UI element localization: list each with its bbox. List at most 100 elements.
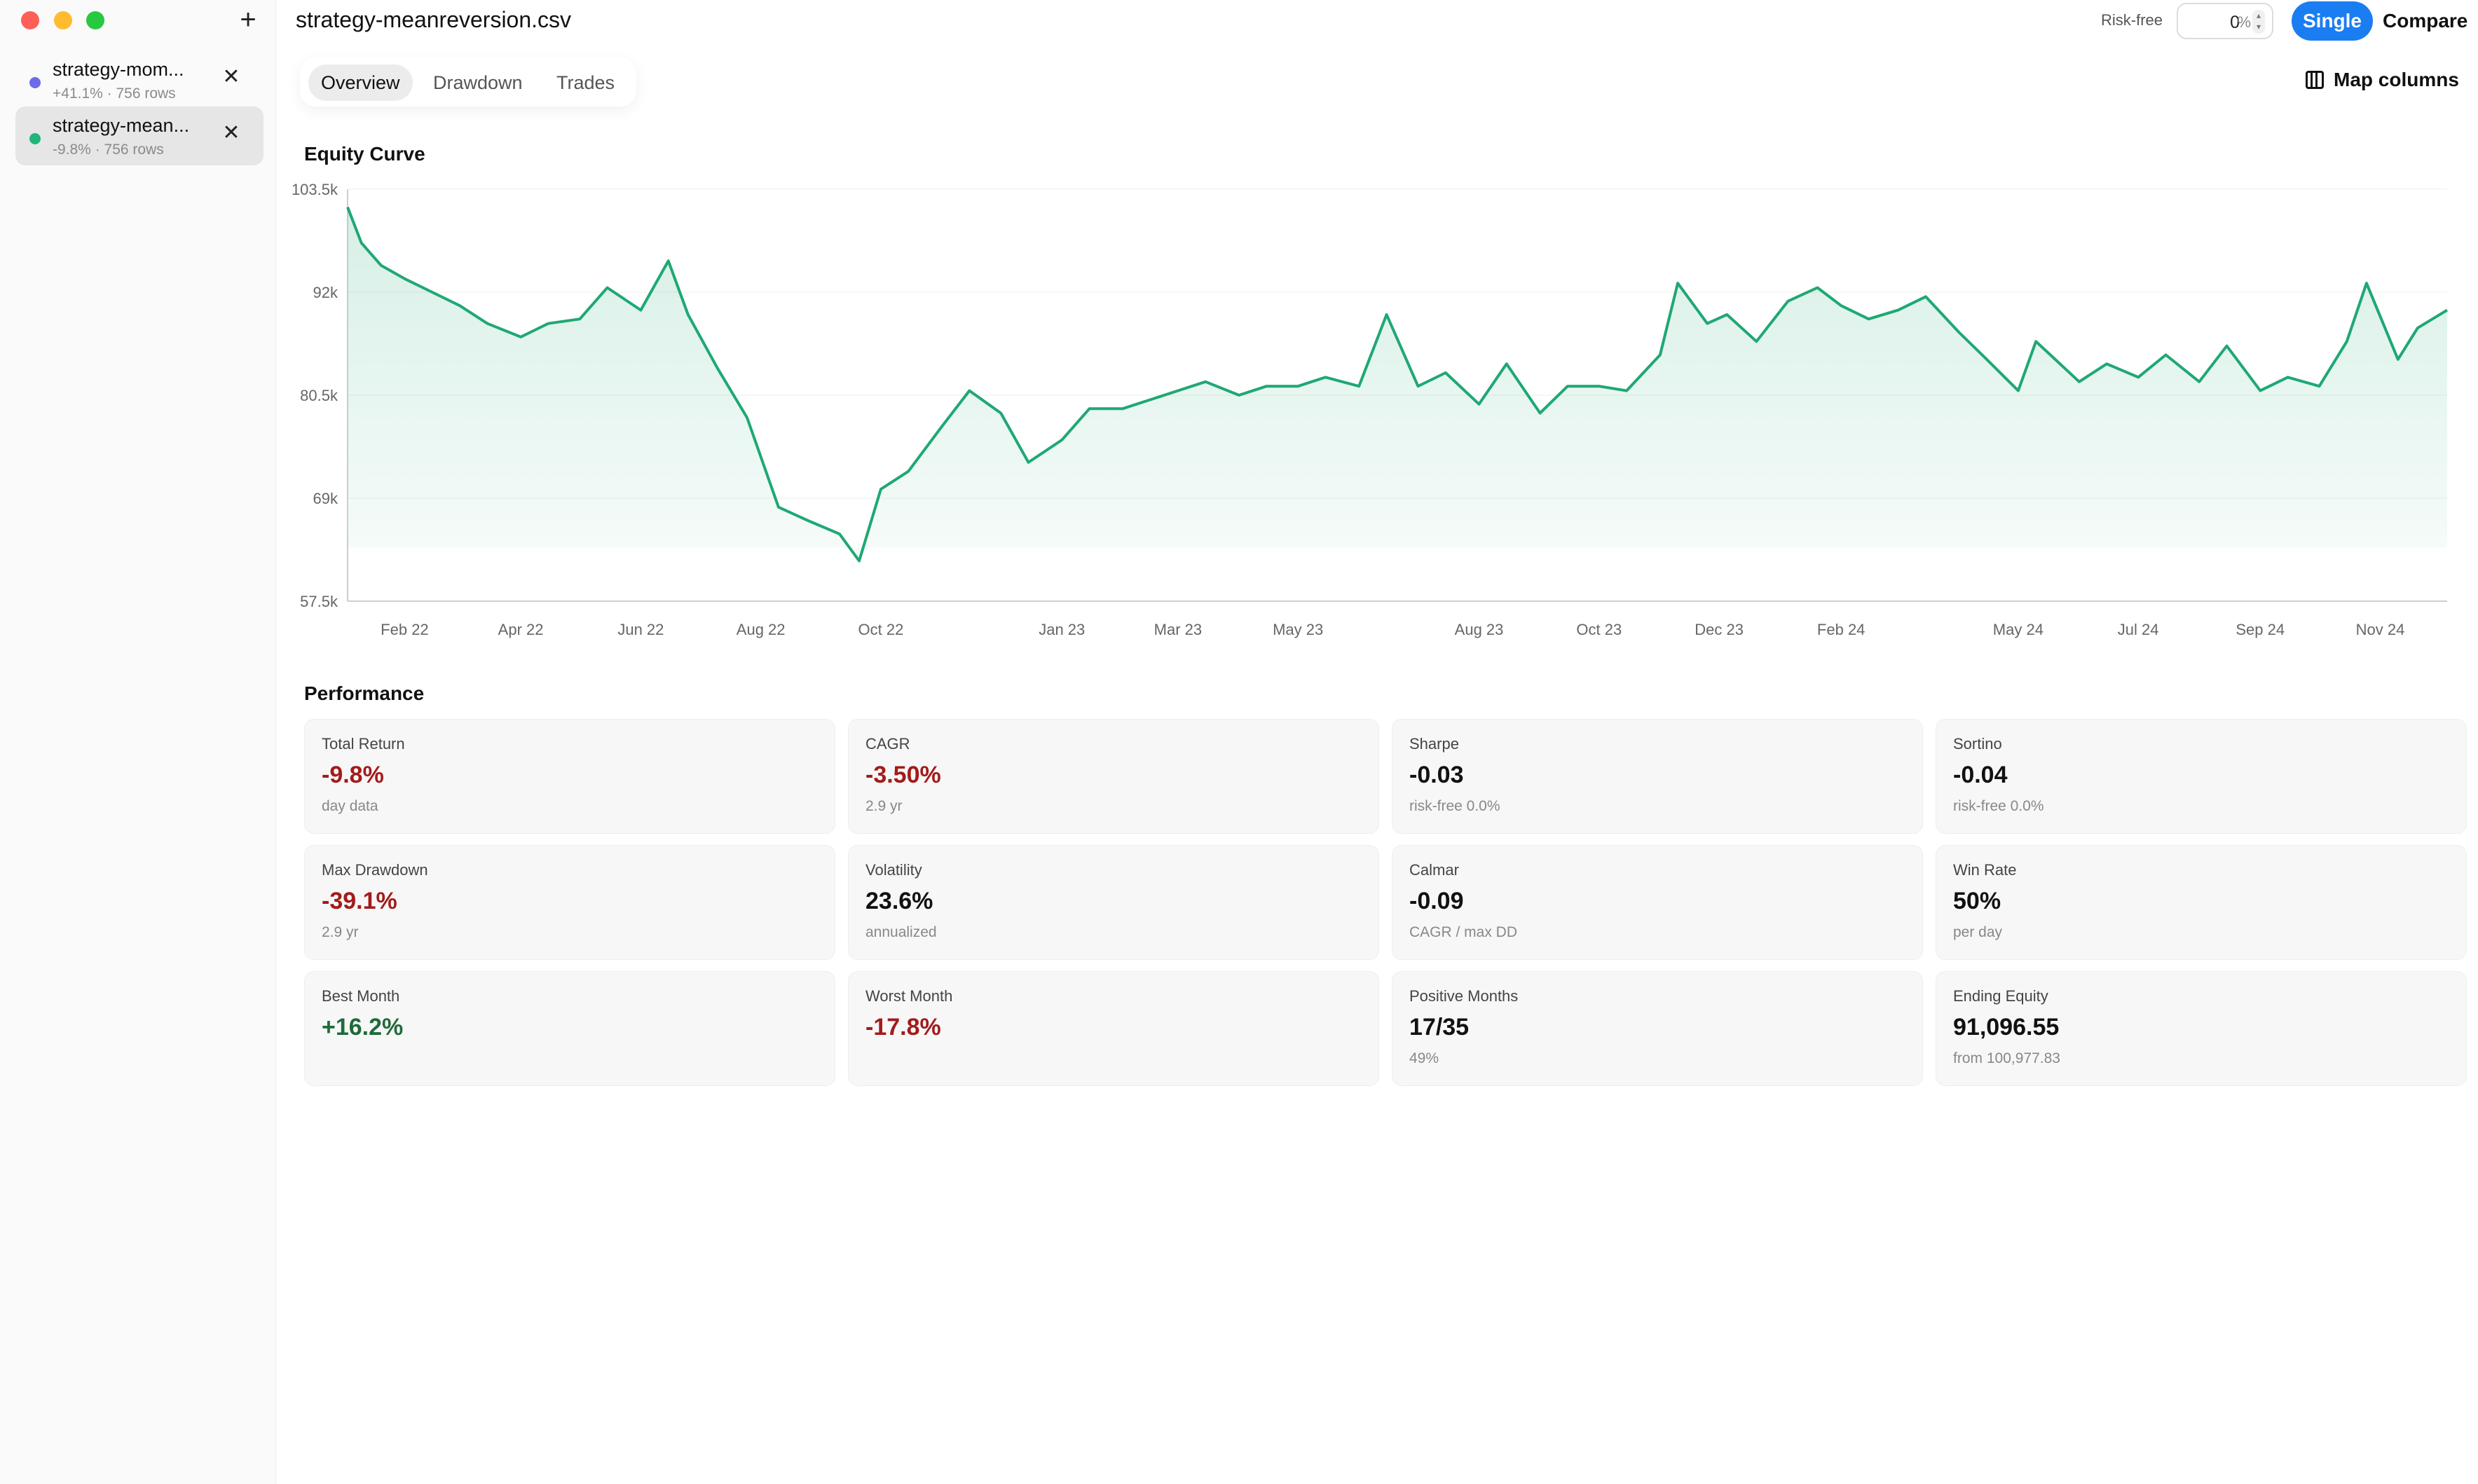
close-window-button[interactable] <box>21 11 39 29</box>
metric-value: 91,096.55 <box>1953 1014 2060 1040</box>
x-tick-label: Oct 23 <box>1576 621 1622 638</box>
metric-card-max-drawdown: Max Drawdown -39.1% 2.9 yr <box>304 845 835 960</box>
metric-label: Worst Month <box>865 987 953 1005</box>
x-tick-label: Jun 22 <box>617 621 664 638</box>
metric-value: -0.03 <box>1409 762 1464 788</box>
tab-drawdown[interactable]: Drawdown <box>433 72 523 93</box>
view-tabs: Overview Drawdown Trades <box>300 57 636 107</box>
risk-free-unit: % <box>2237 13 2251 31</box>
x-tick-label: Oct 22 <box>858 621 904 638</box>
x-tick-label: Mar 23 <box>1154 621 1202 638</box>
metric-label: CAGR <box>865 735 910 753</box>
metric-subtext: per day <box>1953 924 2003 940</box>
columns-icon <box>2306 71 2324 89</box>
metric-value: 23.6% <box>865 888 933 914</box>
metric-label: Calmar <box>1409 861 1459 879</box>
equity-curve-title: Equity Curve <box>304 143 425 165</box>
y-tick-label: 69k <box>313 490 338 507</box>
metric-subtext: CAGR / max DD <box>1409 924 1518 940</box>
equity-area <box>348 207 2447 561</box>
metric-value: -0.09 <box>1409 888 1464 914</box>
tab-overview[interactable]: Overview <box>308 64 413 101</box>
x-tick-label: Dec 23 <box>1695 621 1744 638</box>
metric-value: -39.1% <box>322 888 397 914</box>
add-file-button[interactable]: + <box>240 4 256 35</box>
performance-title: Performance <box>304 682 425 704</box>
close-icon[interactable]: ✕ <box>222 121 240 144</box>
x-tick-label: Feb 24 <box>1817 621 1866 638</box>
file-item-meanreversion[interactable]: strategy-mean... -9.8% · 756 rows ✕ <box>15 107 263 165</box>
metric-card-best-month: Best Month +16.2% <box>304 971 835 1086</box>
metric-subtext: annualized <box>865 924 937 940</box>
metric-label: Volatility <box>865 861 922 879</box>
equity-line <box>346 206 2449 563</box>
sidebar: + strategy-mom... +41.1% · 756 rows ✕ st… <box>0 0 276 1484</box>
metric-value: -3.50% <box>865 762 941 788</box>
y-tick-label: 80.5k <box>300 387 338 404</box>
risk-free-value: 0 <box>2230 13 2240 32</box>
metric-card-sharpe: Sharpe -0.03 risk-free 0.0% <box>1392 719 1923 834</box>
metric-card-cagr: CAGR -3.50% 2.9 yr <box>848 719 1379 834</box>
metric-card-ending-equity: Ending Equity 91,096.55 from 100,977.83 <box>1936 971 2467 1086</box>
x-tick-label: May 24 <box>1993 621 2044 638</box>
metric-label: Sharpe <box>1409 735 1459 753</box>
risk-free-label: Risk-free <box>2101 11 2163 29</box>
metric-card-worst-month: Worst Month -17.8% <box>848 971 1379 1086</box>
x-tick-label: Sep 24 <box>2236 621 2285 638</box>
close-icon[interactable]: ✕ <box>222 65 240 88</box>
metric-label: Sortino <box>1953 735 2002 753</box>
file-meta: +41.1% · 756 rows <box>53 85 176 102</box>
y-tick-label: 103.5k <box>292 181 338 198</box>
x-tick-label: Jul 24 <box>2118 621 2159 638</box>
series-color-dot <box>29 77 41 88</box>
compare-mode-button[interactable]: Compare <box>2383 10 2468 32</box>
metric-subtext: from 100,977.83 <box>1953 1050 2060 1066</box>
metric-label: Win Rate <box>1953 861 2017 879</box>
zoom-window-button[interactable] <box>86 11 104 29</box>
metric-card-volatility: Volatility 23.6% annualized <box>848 845 1379 960</box>
metric-label: Ending Equity <box>1953 987 2048 1005</box>
metric-card-calmar: Calmar -0.09 CAGR / max DD <box>1392 845 1923 960</box>
metric-subtext: day data <box>322 798 378 814</box>
x-tick-label: Feb 22 <box>381 621 429 638</box>
metric-subtext: risk-free 0.0% <box>1409 798 1500 814</box>
x-tick-label: Nov 24 <box>2356 621 2405 638</box>
metric-value: +16.2% <box>322 1014 404 1040</box>
stepper-icon[interactable]: ▴ ▾ <box>2252 10 2265 34</box>
equity-chart: 103.5k 92k 80.5k 69k 57.5k Feb 22 Apr 22 Jun 2… <box>292 181 2449 638</box>
y-tick-label: 92k <box>313 284 338 301</box>
metric-subtext: 49% <box>1409 1050 1439 1066</box>
metric-label: Positive Months <box>1409 987 1519 1005</box>
x-tick-label: Jan 23 <box>1039 621 1085 638</box>
x-tick-label: Aug 23 <box>1455 621 1504 638</box>
metric-value: -17.8% <box>865 1014 941 1040</box>
x-tick-label: May 23 <box>1273 621 1323 638</box>
metric-label: Total Return <box>322 735 405 753</box>
page-title: strategy-meanreversion.csv <box>296 7 572 32</box>
y-tick-label: 57.5k <box>300 593 338 610</box>
metric-subtext: 2.9 yr <box>865 798 903 814</box>
metric-value: 50% <box>1953 888 2001 914</box>
metric-subtext: risk-free 0.0% <box>1953 798 2044 814</box>
file-meta: -9.8% · 756 rows <box>53 142 164 158</box>
file-name: strategy-mean... <box>53 115 190 136</box>
minimize-window-button[interactable] <box>54 11 72 29</box>
tab-trades[interactable]: Trades <box>556 72 615 93</box>
metric-value: -9.8% <box>322 762 384 788</box>
metric-card-win-rate: Win Rate 50% per day <box>1936 845 2467 960</box>
series-color-dot <box>29 133 41 144</box>
file-name: strategy-mom... <box>53 59 184 80</box>
metric-card-positive-months: Positive Months 17/35 49% <box>1392 971 1923 1086</box>
metric-value: -0.04 <box>1953 762 2008 788</box>
metric-label: Best Month <box>322 987 400 1005</box>
metric-label: Max Drawdown <box>322 861 428 879</box>
file-item-momentum[interactable]: strategy-mom... +41.1% · 756 rows ✕ <box>15 50 263 109</box>
metric-card-sortino: Sortino -0.04 risk-free 0.0% <box>1936 719 2467 834</box>
metric-value: 17/35 <box>1409 1014 1470 1040</box>
metric-subtext: 2.9 yr <box>322 924 359 940</box>
single-mode-button[interactable]: Single <box>2292 1 2373 41</box>
risk-free-input[interactable]: 0 % ▴ ▾ <box>2177 3 2273 39</box>
x-tick-label: Aug 22 <box>737 621 786 638</box>
metric-card-total-return: Total Return -9.8% day data <box>304 719 835 834</box>
map-columns-button[interactable]: Map columns <box>2306 69 2459 91</box>
